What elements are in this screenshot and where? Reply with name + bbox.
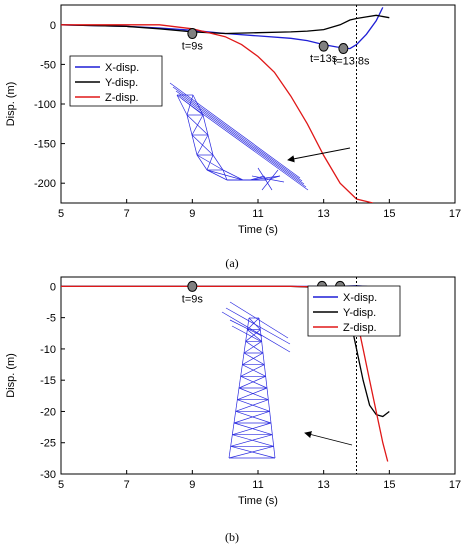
chart-panel-a: 5 7 9 11 13 15 17 0 -50 -100 -150 -200 Time (s) Disp.… [5,4,461,270]
time-point-label: t=9s [182,293,204,305]
legend-label: Y-disp. [105,77,138,89]
x-tick-label: 7 [124,479,130,491]
y-tick-label: 0 [50,281,56,293]
x-tick-label: 15 [383,208,395,220]
time-point-marker [187,280,198,292]
x-tick-label: 11 [252,208,263,220]
time-point-marker [338,43,349,55]
time-point-label: t=13s [310,53,338,65]
y-tick-label: -30 [40,469,56,481]
standing-tower-illustration [221,301,291,459]
y-tick-label: -15 [40,375,56,387]
y-tick-label: -25 [40,438,56,450]
x-axis-label: Time (s) [238,495,278,507]
x-tick-label: 5 [58,479,64,491]
legend-label: Y-disp. [343,307,376,319]
y-axis-label: Disp. (m) [5,82,17,127]
x-tick-label: 15 [383,479,395,491]
legend-label: X-disp. [105,62,139,74]
panel-caption: (a) [225,256,238,270]
x-tick-label: 7 [124,208,130,220]
x-tick-label: 11 [252,479,263,491]
x-tick-label: 9 [189,479,195,491]
y-tick-label: -10 [40,344,56,356]
series-line-ydisp [61,14,390,35]
y-tick-label: -200 [34,178,56,190]
legend: X-disp. Y-disp. Z-disp. [307,285,401,337]
x-tick-label: 17 [449,208,461,220]
time-point-label: t=13.8s [333,56,370,68]
annotation-arrow [287,147,351,163]
x-tick-label: 13 [318,479,330,491]
y-tick-label: -20 [40,406,56,418]
series-group [61,7,390,203]
annotation-arrow [304,431,353,446]
y-tick-label: -5 [46,313,56,325]
time-point-marker [187,28,198,40]
time-point-label: t=9s [182,41,204,53]
x-tick-label: 17 [449,479,461,491]
time-point-marker [318,40,329,52]
panel-caption: (b) [225,530,239,544]
x-tick-label: 9 [189,208,195,220]
series-line-xdisp [61,7,384,50]
collapsed-tower-illustration [169,82,309,191]
legend-label: Z-disp. [343,322,377,334]
chart-panel-b: 5 7 9 11 13 15 17 0 -5 -10 -15 -20 -25 -30 Time (s) Dis… [5,276,461,544]
y-axis-label: Disp. (m) [5,353,17,398]
legend: X-disp. Y-disp. Z-disp. [69,55,163,107]
x-tick-label: 13 [318,208,330,220]
legend-label: Z-disp. [105,92,139,104]
series-line-zdisp [61,24,374,203]
x-axis-label: Time (s) [238,224,278,236]
legend-label: X-disp. [343,292,377,304]
y-tick-label: -100 [34,99,56,111]
y-tick-label: 0 [50,20,56,32]
y-tick-label: -150 [34,139,56,151]
y-tick-label: -50 [40,59,56,71]
x-tick-label: 5 [58,208,64,220]
